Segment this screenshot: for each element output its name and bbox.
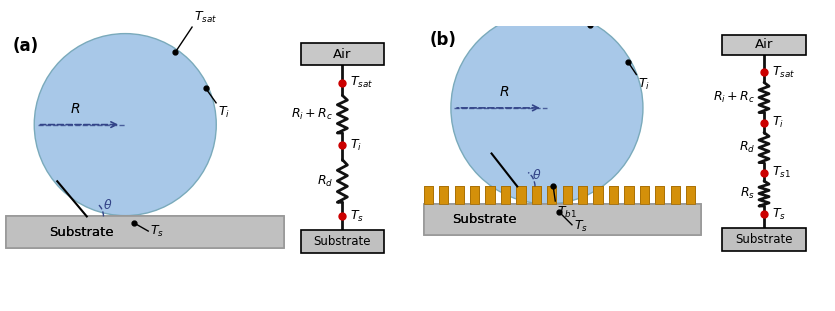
Text: $T_{s1}$: $T_{s1}$ (772, 165, 791, 180)
Bar (423, 204, 701, 235)
Bar (609, 186, 618, 204)
Text: (a): (a) (13, 37, 38, 55)
Text: Substrate: Substrate (49, 225, 114, 239)
Bar (640, 186, 649, 204)
Bar (640, 186, 649, 204)
Bar (671, 186, 680, 204)
Bar (578, 186, 587, 204)
Bar (439, 186, 448, 204)
Bar (686, 186, 696, 204)
Bar (563, 186, 572, 204)
Bar (454, 186, 464, 204)
Text: $T_s$: $T_s$ (574, 219, 588, 234)
Text: $R_d$: $R_d$ (739, 140, 755, 155)
Text: $R_i + R_c$: $R_i + R_c$ (712, 90, 755, 105)
Text: $R$: $R$ (70, 102, 81, 116)
Text: Substrate: Substrate (49, 225, 114, 239)
Bar (532, 186, 541, 204)
Bar (547, 186, 556, 204)
Text: Air: Air (333, 48, 352, 61)
Bar (470, 186, 479, 204)
Text: Substrate: Substrate (453, 213, 517, 226)
Bar (454, 186, 464, 204)
Bar (532, 186, 541, 204)
Text: $R_d$: $R_d$ (317, 174, 333, 188)
Text: $T_{b1}$: $T_{b1}$ (558, 205, 577, 220)
Bar (516, 186, 525, 204)
Bar (439, 186, 448, 204)
Text: $R_i + R_c$: $R_i + R_c$ (291, 107, 333, 122)
Bar (301, 43, 384, 65)
Bar (563, 186, 572, 204)
Text: Substrate: Substrate (453, 213, 517, 226)
Bar (722, 35, 806, 55)
Circle shape (451, 12, 643, 204)
Bar (501, 186, 510, 204)
Text: $T_s$: $T_s$ (772, 207, 786, 222)
Text: $T_i$: $T_i$ (350, 138, 362, 153)
Text: Air: Air (755, 38, 773, 51)
Text: $R_s$: $R_s$ (740, 186, 755, 201)
Text: $T_{sat}$: $T_{sat}$ (195, 10, 217, 25)
Bar (423, 186, 433, 204)
Bar (7, 216, 284, 248)
Bar (594, 186, 603, 204)
Bar (485, 186, 494, 204)
Text: $T_{sat}$: $T_{sat}$ (350, 75, 373, 91)
Bar (655, 186, 665, 204)
Text: (b): (b) (430, 31, 457, 49)
Text: $\theta$: $\theta$ (532, 168, 541, 182)
Bar (686, 186, 696, 204)
Bar (722, 228, 806, 251)
Bar (7, 216, 284, 248)
Bar (516, 186, 525, 204)
Bar (501, 186, 510, 204)
Text: $T_s$: $T_s$ (150, 224, 164, 239)
Bar (578, 186, 587, 204)
Bar (594, 186, 603, 204)
Bar (423, 186, 433, 204)
Bar (301, 230, 384, 253)
Text: $T_i$: $T_i$ (639, 77, 650, 92)
Bar (485, 186, 494, 204)
Bar (625, 186, 634, 204)
Text: Substrate: Substrate (314, 235, 371, 248)
Circle shape (34, 34, 216, 216)
Bar (655, 186, 665, 204)
Bar (470, 186, 479, 204)
Text: Substrate: Substrate (736, 233, 792, 246)
Bar (625, 186, 634, 204)
Text: $T_i$: $T_i$ (772, 115, 783, 130)
Bar (423, 204, 701, 235)
Text: $T_{sat}$: $T_{sat}$ (772, 65, 795, 80)
Text: $T_s$: $T_s$ (350, 209, 364, 224)
Text: $T_i$: $T_i$ (218, 105, 230, 120)
Bar (671, 186, 680, 204)
Bar (547, 186, 556, 204)
Bar (609, 186, 618, 204)
Text: $T_{sat}$: $T_{sat}$ (606, 0, 630, 2)
Text: $R$: $R$ (498, 85, 509, 99)
Text: $\theta$: $\theta$ (103, 198, 112, 212)
